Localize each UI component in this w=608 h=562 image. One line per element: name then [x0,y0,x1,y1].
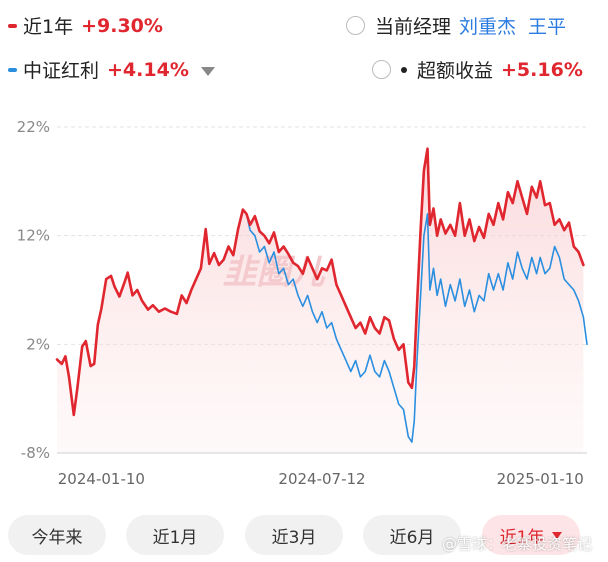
legend-benchmark-name: 中证红利 [23,60,100,82]
legend-row-2: 中证红利 +4.14% 超额收益 +5.16% [0,50,608,90]
x-tick-label: 2025-01-10 [497,470,584,488]
y-tick-label: -8% [21,444,50,462]
tab-3m-label: 近3月 [271,527,317,548]
xueqiu-watermark: @雪球：老寨投资笔记 [441,535,592,553]
excess-toggle[interactable]: 超额收益 +5.16% [372,56,583,83]
y-tick-label: 2% [26,335,50,353]
tab-6m-label: 近6月 [389,527,435,548]
period-tabs: 今年来 近1月 近3月 近6月 近1年 [0,515,608,555]
x-tick-label: 2024-07-12 [278,470,365,488]
excess-value: +5.16% [501,58,583,81]
excess-radio-icon[interactable] [372,60,391,79]
fund-series-line [55,147,585,417]
performance-chart[interactable]: 22%12%2%-8% 韭圈儿 2024-01-102024-07-122025… [0,110,608,505]
tab-6m[interactable]: 近6月 [363,515,461,555]
x-axis: 2024-01-10 2024-07-12 2025-01-10 [58,470,584,488]
tab-1y-label: 近1年 [499,527,545,548]
chevron-down-icon [552,531,563,539]
benchmark-dropdown-icon[interactable] [200,66,215,76]
manager-toggle[interactable]: 当前经理 刘重杰 王平 [346,12,566,39]
tab-3m[interactable]: 近3月 [245,515,343,555]
benchmark-line-marker [8,67,17,72]
x-tick-label: 2024-01-10 [58,470,145,488]
excess-label: 超额收益 [417,60,494,82]
series-group [55,147,588,443]
tab-1y[interactable]: 近1年 [482,515,580,555]
fund-area-fill [57,148,584,453]
y-tick-label: 22% [17,118,50,136]
legend-benchmark[interactable]: 中证红利 +4.14% [8,56,215,83]
legend-benchmark-value: +4.14% [107,58,189,81]
manager-names: 刘重杰 王平 [459,16,567,38]
tab-ytd-label: 今年来 [31,527,83,548]
y-axis: 22% 12% 2% -8% [17,118,50,462]
tab-ytd[interactable]: 今年来 [8,515,106,555]
y-tick-label: 12% [17,227,50,245]
legend-fund-value: +9.30% [81,14,163,37]
legend-row-1: 近1年 +9.30% 当前经理 刘重杰 王平 [0,6,608,46]
fund-line-marker [8,23,17,28]
manager-radio-icon[interactable] [346,16,365,35]
legend-fund[interactable]: 近1年 +9.30% [8,12,163,39]
tab-1m-label: 近1月 [152,527,198,548]
tab-1m[interactable]: 近1月 [126,515,224,555]
manager-label: 当前经理 [375,16,452,38]
excess-dot-icon [401,66,407,73]
legend-fund-name: 近1年 [23,16,74,38]
